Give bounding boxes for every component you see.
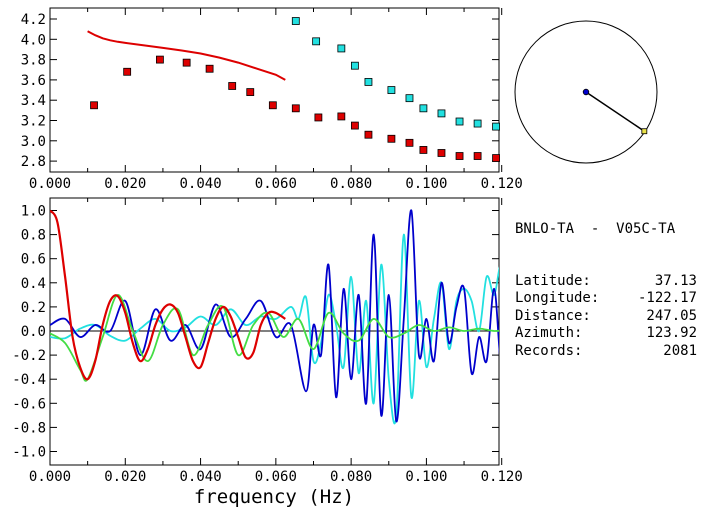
series-group	[50, 209, 499, 425]
x-tick-label: 0.000	[29, 176, 71, 192]
x-tick-label: 0.100	[405, 176, 447, 192]
data-point-square	[205, 64, 214, 73]
data-point-square	[268, 101, 277, 110]
data-point-square	[437, 149, 446, 157]
y-tick-label: 0.2	[21, 300, 46, 316]
info-label: Latitude:	[515, 273, 591, 290]
data-point-square	[455, 117, 464, 126]
x-tick-label: 0.040	[179, 176, 221, 192]
plot-frame	[49, 7, 500, 173]
info-value: -122.17	[637, 290, 697, 307]
y-tick-label: 4.2	[21, 12, 46, 28]
x-tick-label: 0.120	[481, 176, 523, 192]
data-point-square	[419, 146, 428, 154]
data-point-square	[90, 101, 98, 110]
data-point-square	[387, 134, 396, 143]
y-tick-label: 1.0	[21, 204, 46, 220]
y-tick-label: -1.0	[12, 445, 46, 461]
data-point-square	[364, 78, 373, 86]
info-row: Records: 2081	[515, 343, 697, 360]
y-tick-label: -0.6	[12, 396, 46, 412]
info-label: Longitude:	[515, 290, 600, 307]
y-tick-label: 0.8	[21, 228, 46, 244]
info-value: 2081	[663, 342, 697, 359]
data-point-square	[291, 17, 300, 25]
correlation-series-line	[50, 294, 499, 382]
data-point-square	[492, 122, 500, 131]
data-point-square	[246, 88, 255, 96]
data-point-square	[405, 138, 414, 147]
station-target-point	[641, 128, 648, 135]
x-tick-label: 0.100	[405, 469, 447, 485]
data-point-square	[337, 44, 346, 53]
station-pair-label: BNLO-TA - V05C-TA	[515, 220, 676, 237]
info-row: Distance: 247.05	[515, 308, 697, 325]
dispersion-curve-line	[87, 30, 286, 81]
data-point-square	[350, 121, 359, 130]
correlation-series-line	[50, 209, 499, 423]
data-point-square	[473, 119, 482, 128]
y-tick-label: -0.8	[12, 420, 46, 436]
data-point-square	[228, 82, 237, 90]
data-point-square	[350, 61, 359, 70]
correlation-series-line	[50, 209, 286, 381]
bottom-correlation-plot: 0.000 0.020 0.040 0.060 0.080 0.100 0.120 1.0 0.…	[12, 197, 523, 485]
data-point-square	[314, 113, 323, 122]
data-point-square	[387, 86, 396, 94]
y-tick-label: -0.2	[12, 348, 46, 364]
data-point-square	[455, 152, 464, 160]
data-point-square	[337, 112, 346, 121]
data-point-square	[312, 37, 321, 46]
x-tick-label: 0.080	[330, 176, 372, 192]
y-tick-label: 3.4	[21, 93, 46, 109]
data-point-square	[291, 104, 300, 113]
info-row: Longitude: -122.17	[515, 290, 697, 307]
station-info-panel: BNLO-TA - V05C-TA Latitude: 37.13 Longitud…	[515, 186, 697, 377]
data-point-square	[473, 152, 482, 160]
info-value: 247.05	[646, 307, 697, 324]
x-tick-label: 0.080	[330, 469, 372, 485]
y-tick-label: 0.4	[21, 276, 46, 292]
info-value: 123.92	[646, 325, 697, 342]
y-tick-label: -0.4	[12, 372, 46, 388]
info-row: Latitude: 37.13	[515, 273, 697, 290]
info-row: Azimuth: 123.92	[515, 325, 697, 342]
y-tick-label: 0.0	[21, 324, 46, 340]
info-label: Azimuth:	[515, 325, 583, 342]
info-label: Distance:	[515, 307, 591, 324]
data-point-square	[405, 94, 414, 103]
x-tick-label: 0.060	[255, 469, 297, 485]
azimuth-polar-plot	[514, 20, 658, 164]
x-tick-label: 0.020	[104, 469, 146, 485]
data-point-square	[437, 109, 446, 118]
x-tick-label: 0.060	[255, 176, 297, 192]
data-point-square	[364, 130, 373, 139]
x-tick-label: 0.120	[481, 469, 523, 485]
y-tick-label: 4.0	[21, 32, 46, 48]
data-point-square	[492, 154, 500, 162]
y-tick-label: 0.6	[21, 252, 46, 268]
station-origin-point	[582, 88, 590, 96]
data-point-square	[156, 55, 164, 64]
x-tick-label: 0.040	[179, 469, 221, 485]
top-velocity-plot: 0.000 0.020 0.040 0.060 0.080 0.100 0.120 2.8 3.…	[21, 7, 523, 192]
azimuth-line	[585, 91, 645, 132]
x-tick-label: 0.020	[104, 176, 146, 192]
info-value: 37.13	[654, 273, 697, 290]
y-tick-label: 3.2	[21, 114, 46, 130]
x-axis-title: frequency (Hz)	[194, 486, 354, 508]
y-tick-label: 2.8	[21, 154, 46, 170]
y-tick-label: 3.6	[21, 73, 46, 89]
y-tick-label: 3.0	[21, 134, 46, 150]
data-point-square	[182, 58, 191, 67]
info-label: Records:	[515, 342, 583, 359]
data-point-square	[123, 67, 132, 76]
polar-circle	[514, 20, 658, 164]
x-tick-label: 0.000	[29, 469, 71, 485]
data-point-square	[419, 104, 428, 113]
y-tick-label: 3.8	[21, 53, 46, 69]
correlation-series-line	[50, 233, 499, 425]
